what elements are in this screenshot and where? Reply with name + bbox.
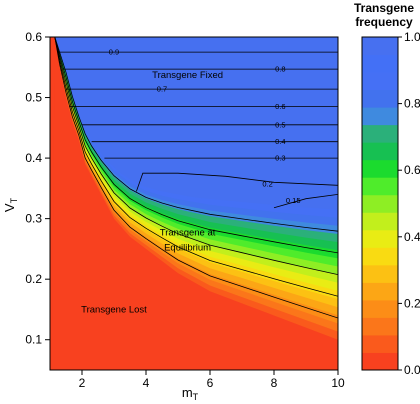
region-label: Transgene Fixed (152, 70, 223, 81)
contour-label: 0.4 (275, 137, 285, 146)
colorbar-band (362, 142, 398, 161)
colorbar-tick-label: 0.4 (404, 230, 420, 244)
y-tick-label: 0.5 (25, 91, 42, 105)
colorbar-band (362, 264, 398, 283)
x-tick-label: 8 (271, 376, 278, 390)
colorbar-band (362, 334, 398, 353)
region-label: Transgene Lost (81, 304, 147, 315)
contour-line (54, 37, 338, 275)
contour-label: 0.5 (275, 120, 285, 129)
contour-label: 0.15 (286, 196, 301, 205)
colorbar-band (362, 317, 398, 336)
contour-line (54, 37, 338, 297)
region-label: Equilibrium (164, 243, 211, 254)
contour-line (136, 172, 338, 192)
colorbar-band (362, 159, 398, 178)
contour-line (273, 194, 338, 209)
colorbar-band (362, 177, 398, 196)
region-labels: Transgene Fixed Transgene at Equilibrium Tr… (81, 70, 223, 315)
colorbar-tick-label: 0.8 (404, 97, 420, 111)
x-axis-title: mT (182, 385, 199, 402)
contour-lines: 0.9 0.8 0.7 0.6 0.5 0.4 0.3 0.2 0.15 (54, 37, 338, 319)
x-tick-label: 10 (331, 376, 345, 390)
y-axis: 0.1 0.2 0.3 0.4 0.5 0.6 (25, 30, 50, 347)
colorbar-tick-label: 1.0 (404, 30, 420, 44)
colorbar-title-line2: frequency (355, 15, 413, 29)
contour-line (54, 37, 338, 254)
contour-label: 0.6 (275, 102, 285, 111)
colorbar-frame (361, 36, 399, 371)
x-tick-label: 2 (79, 376, 86, 390)
x-axis: 2 4 6 8 10 (79, 370, 345, 390)
colorbar-band (362, 212, 398, 231)
y-axis-title: VT (2, 197, 19, 212)
colorbar-band (362, 107, 398, 126)
colorbar-band (362, 89, 398, 108)
contour-line (54, 37, 338, 319)
y-tick-label: 0.3 (25, 212, 42, 226)
colorbar-band (362, 352, 398, 371)
contour-label: 0.7 (157, 85, 167, 94)
colorbar-band (362, 299, 398, 318)
region-label: Transgene at (160, 228, 216, 239)
y-tick-label: 0.1 (25, 333, 42, 347)
colorbar-title-line1: Transgene (354, 1, 414, 15)
colorbar-band (362, 282, 398, 301)
colorbar-band (362, 37, 398, 56)
contour-label: 0.8 (275, 65, 285, 74)
contour-label: 0.9 (109, 48, 119, 57)
colorbar-tick-label: 0.2 (404, 296, 420, 310)
colorbar-band (362, 54, 398, 73)
colorbar-tick-label: 0.6 (404, 163, 420, 177)
plot-frame (49, 36, 339, 371)
colorbar: 0.0 0.2 0.4 0.6 0.8 1.0 (361, 30, 420, 377)
region-fixed (50, 37, 338, 210)
plot-area (50, 37, 338, 370)
region-lost-edge (50, 37, 55, 370)
contour-label: 0.3 (275, 154, 285, 163)
colorbar-band (362, 247, 398, 266)
colorbar-band (362, 194, 398, 213)
colorbar-band (362, 72, 398, 91)
contour-label: 0.2 (262, 180, 272, 189)
colorbar-band (362, 124, 398, 143)
y-tick-label: 0.4 (25, 151, 42, 165)
colorbar-band (362, 229, 398, 248)
contour-line (54, 37, 338, 232)
colorbar-tick-label: 0.0 (404, 363, 420, 377)
x-tick-label: 6 (207, 376, 214, 390)
y-tick-label: 0.2 (25, 272, 42, 286)
y-tick-label: 0.6 (25, 30, 42, 44)
x-tick-label: 4 (143, 376, 150, 390)
